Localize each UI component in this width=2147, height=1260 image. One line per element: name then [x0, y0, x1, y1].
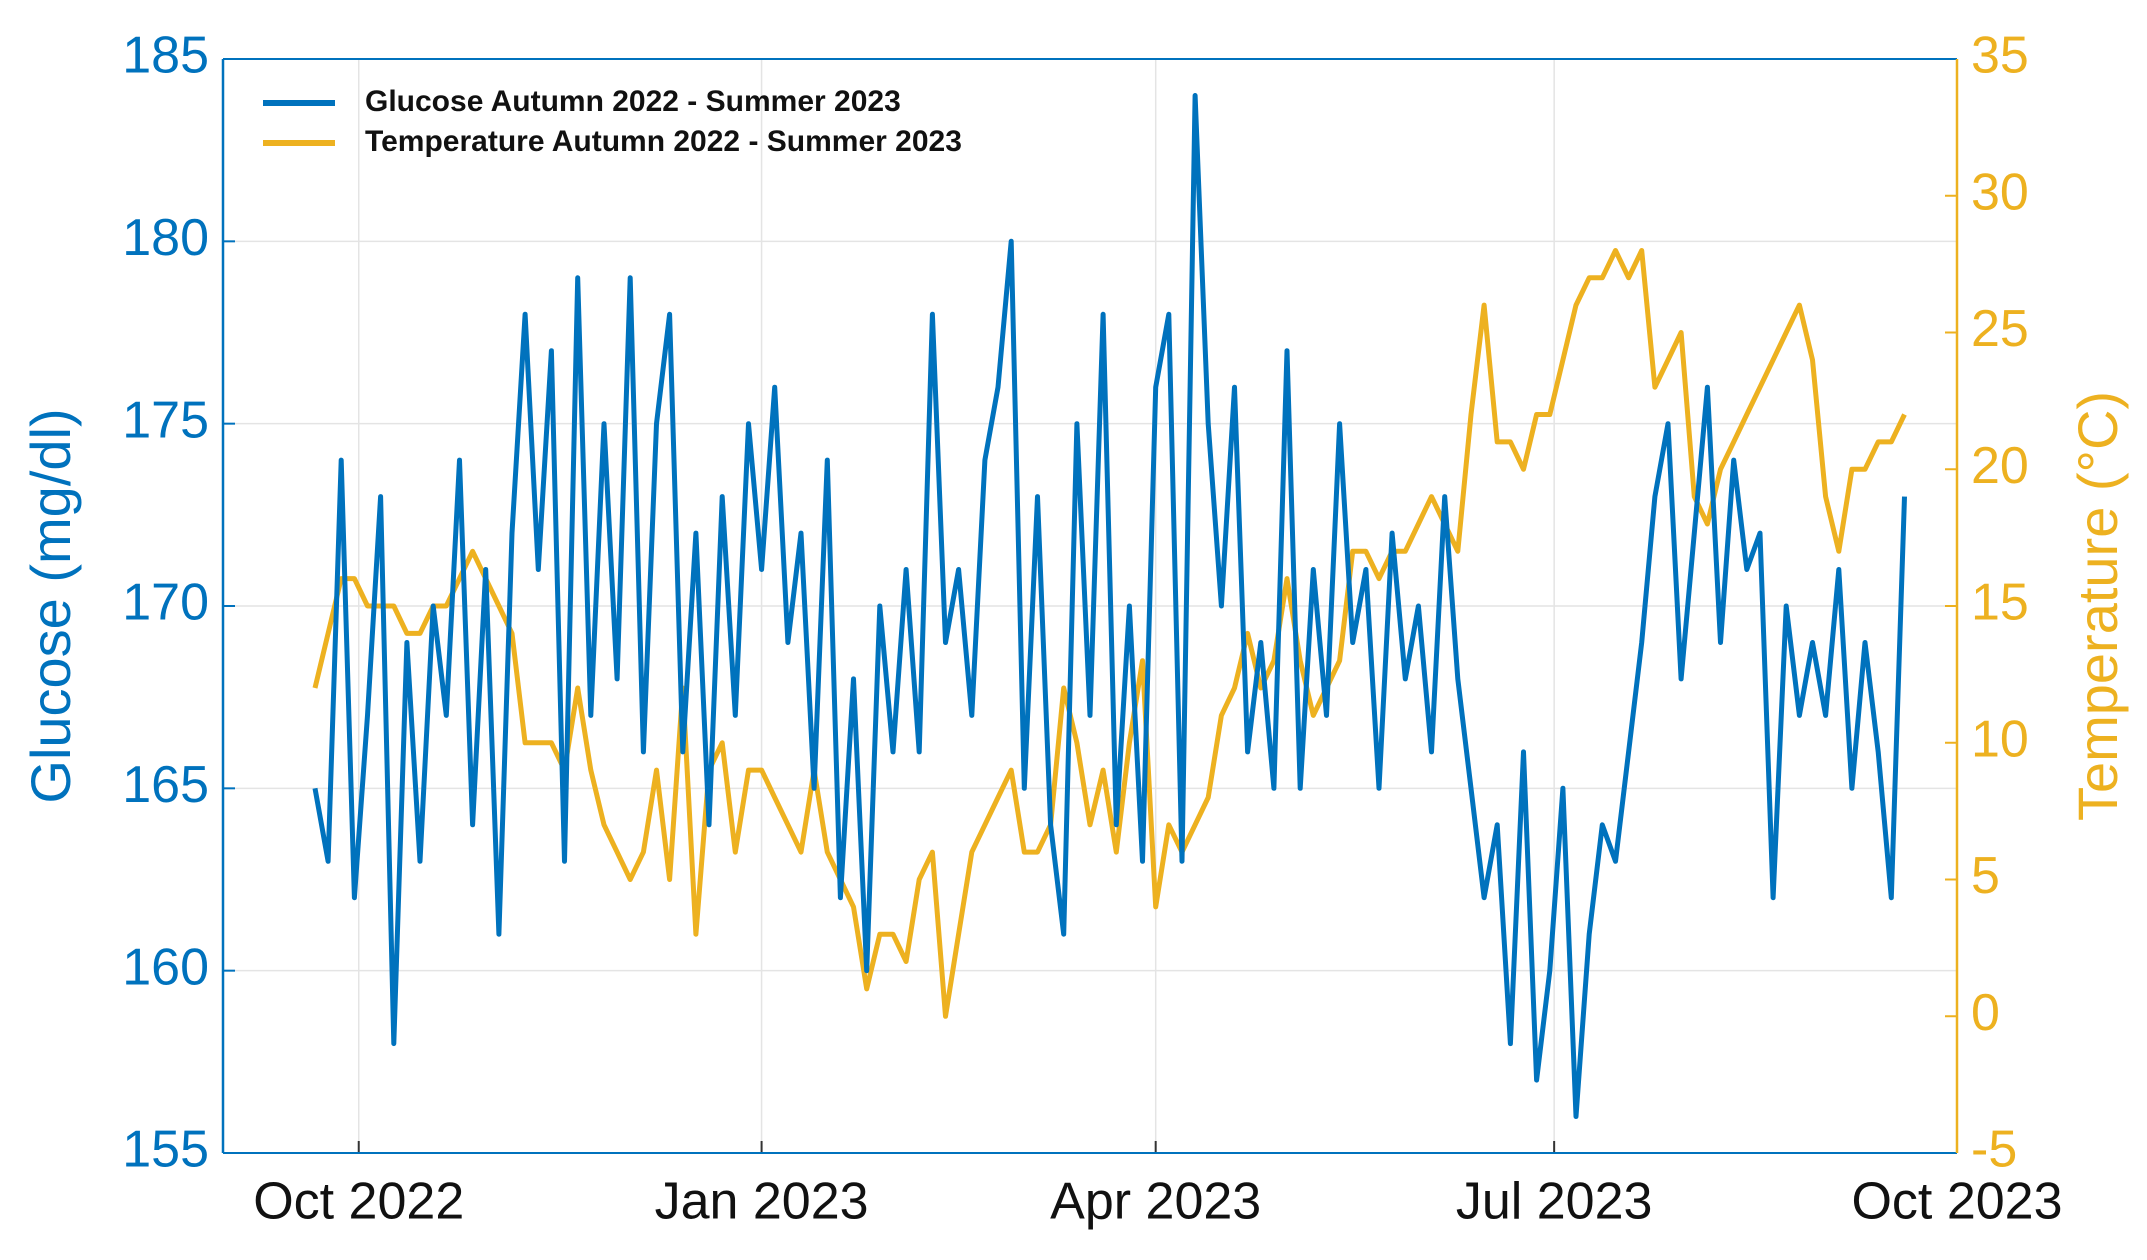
legend-label: Temperature Autumn 2022 - Summer 2023 [365, 125, 962, 158]
series-line [312, 93, 1907, 1119]
x-tick-label: Oct 2023 [1851, 1173, 2062, 1231]
legend-label: Glucose Autumn 2022 - Summer 2023 [365, 85, 901, 118]
y-tick-label: 175 [122, 391, 209, 449]
y2-tick-label: 25 [1971, 300, 2029, 358]
y2-tick-label: 5 [1971, 847, 2000, 905]
x-tick-label: Oct 2022 [253, 1173, 464, 1231]
x-tick-label: Apr 2023 [1050, 1173, 1261, 1231]
y2-tick-label: -5 [1971, 1121, 2017, 1179]
y2-tick-label: 35 [1971, 27, 2029, 85]
y2-tick-label: 0 [1971, 984, 2000, 1042]
y2-axis-label: Temperature (°C) [2066, 391, 2129, 821]
y-tick-label: 165 [122, 756, 209, 814]
y-tick-label: 170 [122, 574, 209, 632]
y2-tick-label: 30 [1971, 163, 2029, 221]
x-tick-label: Jul 2023 [1456, 1173, 1653, 1231]
x-tick-label: Jan 2023 [655, 1173, 869, 1231]
y2-tick-label: 10 [1971, 710, 2029, 768]
y-tick-label: 160 [122, 938, 209, 996]
y-tick-label: 180 [122, 209, 209, 267]
y2-tick-label: 20 [1971, 437, 2029, 495]
y2-tick-label: 15 [1971, 574, 2029, 632]
y-tick-label: 185 [122, 27, 209, 85]
series-line [312, 248, 1907, 1019]
y-axis-label: Glucose (mg/dl) [19, 408, 82, 803]
y-tick-label: 155 [122, 1121, 209, 1179]
